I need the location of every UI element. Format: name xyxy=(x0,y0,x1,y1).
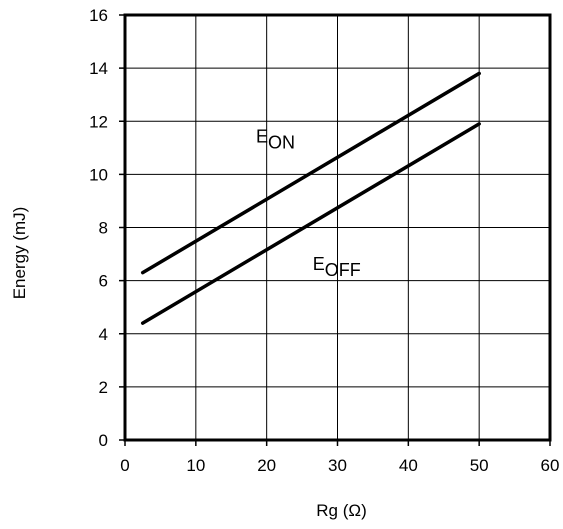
y-tick-label: 14 xyxy=(89,59,108,78)
x-tick-label: 0 xyxy=(120,456,129,475)
y-tick-label: 8 xyxy=(99,219,108,238)
series-label-main: E xyxy=(256,127,268,147)
y-tick-label: 12 xyxy=(89,112,108,131)
series-label-subscript: OFF xyxy=(325,260,361,280)
y-tick-label: 4 xyxy=(99,325,108,344)
series-line-eoff xyxy=(140,122,481,325)
y-tick-label: 2 xyxy=(99,378,108,397)
x-tick-label: 40 xyxy=(399,456,418,475)
x-tick-label: 10 xyxy=(186,456,205,475)
y-tick-label: 0 xyxy=(99,431,108,450)
series-label-subscript: ON xyxy=(268,133,295,153)
series-label-main: E xyxy=(313,254,325,274)
x-tick-label: 20 xyxy=(257,456,276,475)
x-axis-label: Rg (Ω) xyxy=(316,501,367,520)
y-axis-label: Energy (mJ) xyxy=(10,207,29,300)
x-tick-label: 60 xyxy=(541,456,560,475)
series-line-eon xyxy=(140,71,481,275)
x-tick-label: 30 xyxy=(328,456,347,475)
y-tick-label: 10 xyxy=(89,165,108,184)
y-tick-label: 16 xyxy=(89,6,108,25)
series-label-eoff: EOFF xyxy=(313,254,361,280)
y-tick-label: 6 xyxy=(99,272,108,291)
series-label-eon: EON xyxy=(256,127,295,153)
x-tick-label: 50 xyxy=(470,456,489,475)
